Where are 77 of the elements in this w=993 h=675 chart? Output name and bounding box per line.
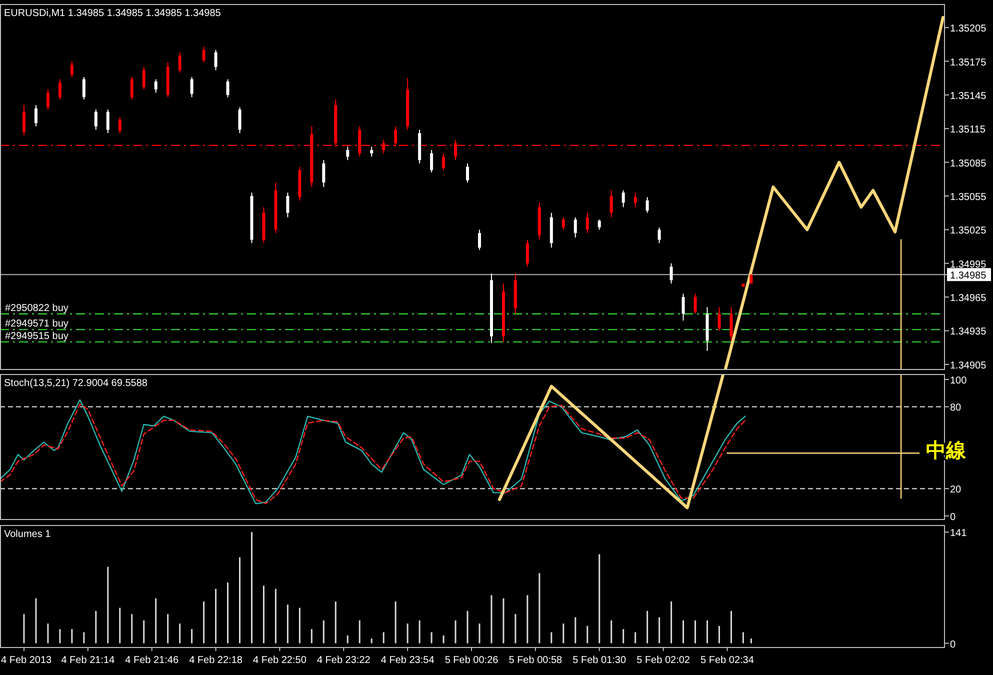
candlestick (142, 66, 146, 90)
candlestick (610, 190, 613, 218)
candlestick (94, 109, 98, 130)
candlestick (478, 229, 481, 250)
candlestick (130, 76, 134, 100)
x-tick-label: 4 Feb 23:54 (380, 655, 435, 666)
y-tick-label: 141 (950, 528, 968, 540)
candlestick (22, 104, 26, 136)
y-tick-label: 1.34965 (950, 293, 987, 304)
candlestick (70, 60, 74, 78)
chart-title: Volumes 1 (4, 529, 52, 540)
candlestick (58, 78, 62, 100)
y-tick-label: 1.35025 (950, 226, 987, 237)
candlestick (34, 104, 38, 127)
candlestick (238, 106, 242, 134)
x-tick-label: 4 Feb 21:14 (61, 655, 116, 666)
candlestick (178, 52, 182, 73)
candlestick (226, 78, 230, 98)
x-tick-label: 4 Feb 22:50 (253, 655, 307, 666)
candlestick (658, 226, 661, 244)
candlestick (370, 146, 374, 158)
y-tick-label: 1.35175 (950, 57, 987, 68)
y-tick-label: 80 (950, 402, 962, 414)
candlestick (694, 293, 697, 314)
x-tick-label: 5 Feb 00:58 (508, 655, 563, 666)
y-tick-label: 1.34995 (950, 259, 987, 270)
candlestick (466, 162, 470, 184)
candlestick (562, 216, 565, 230)
x-tick-label: 4 Feb 23:22 (316, 655, 371, 666)
candlestick (670, 262, 673, 284)
candlestick (634, 192, 637, 208)
x-tick-label: 5 Feb 01:30 (572, 655, 626, 666)
candlestick (598, 219, 601, 230)
candlestick (82, 76, 86, 100)
y-tick-label: 1.34905 (950, 360, 987, 372)
y-tick-label: 1.35055 (950, 192, 987, 203)
y-tick-label: 0 (950, 512, 956, 523)
candlestick (286, 192, 290, 218)
x-tick-label: 5 Feb 02:34 (700, 655, 754, 666)
ref-line-label: #2950822 buy (5, 302, 68, 314)
y-tick-label: 1.35205 (950, 24, 987, 35)
candlestick (322, 160, 326, 188)
candlestick (526, 239, 529, 268)
y-tick-label: 1.34985 (950, 270, 987, 282)
y-tick-label: 1.35115 (950, 124, 986, 136)
candlestick (586, 212, 589, 234)
candlestick (202, 46, 206, 63)
candlestick (346, 146, 350, 161)
candlestick (622, 190, 625, 208)
candlestick (646, 196, 649, 214)
candlestick (682, 293, 685, 322)
y-tick-label: 20 (950, 484, 962, 496)
candlestick (190, 76, 194, 98)
candlestick (574, 216, 577, 238)
candlestick (46, 88, 50, 110)
chart-title: EURUSDi,M1 1.34985 1.34985 1.34985 1.34985 (4, 8, 222, 19)
candlestick (718, 306, 721, 332)
chart-title: Stoch(13,5,21) 72.9004 69.5588 (4, 378, 148, 389)
candlestick (118, 116, 122, 134)
y-tick-label: 1.34935 (950, 326, 987, 338)
candlestick (214, 50, 218, 71)
x-tick-label: 5 Feb 02:02 (636, 655, 690, 666)
candlestick (106, 109, 110, 134)
y-tick-label: 1.35145 (950, 90, 987, 102)
x-tick-label: 4 Feb 22:18 (189, 655, 243, 666)
y-tick-label: 100 (950, 375, 968, 386)
y-tick-label: 0 (950, 639, 956, 650)
candlestick (442, 152, 446, 171)
y-tick-label: 1.35085 (950, 158, 987, 170)
x-tick-label: 4 Feb 21:46 (125, 655, 179, 666)
candlestick (154, 78, 158, 94)
x-tick-label: 4 Feb 2013 (1, 655, 52, 666)
candlestick (730, 306, 733, 342)
ref-line-label: #2949515 buy (5, 330, 68, 342)
x-tick-label: 5 Feb 00:26 (444, 655, 499, 666)
ref-line-label: #2949571 buy (5, 318, 68, 330)
candlestick (430, 149, 434, 173)
